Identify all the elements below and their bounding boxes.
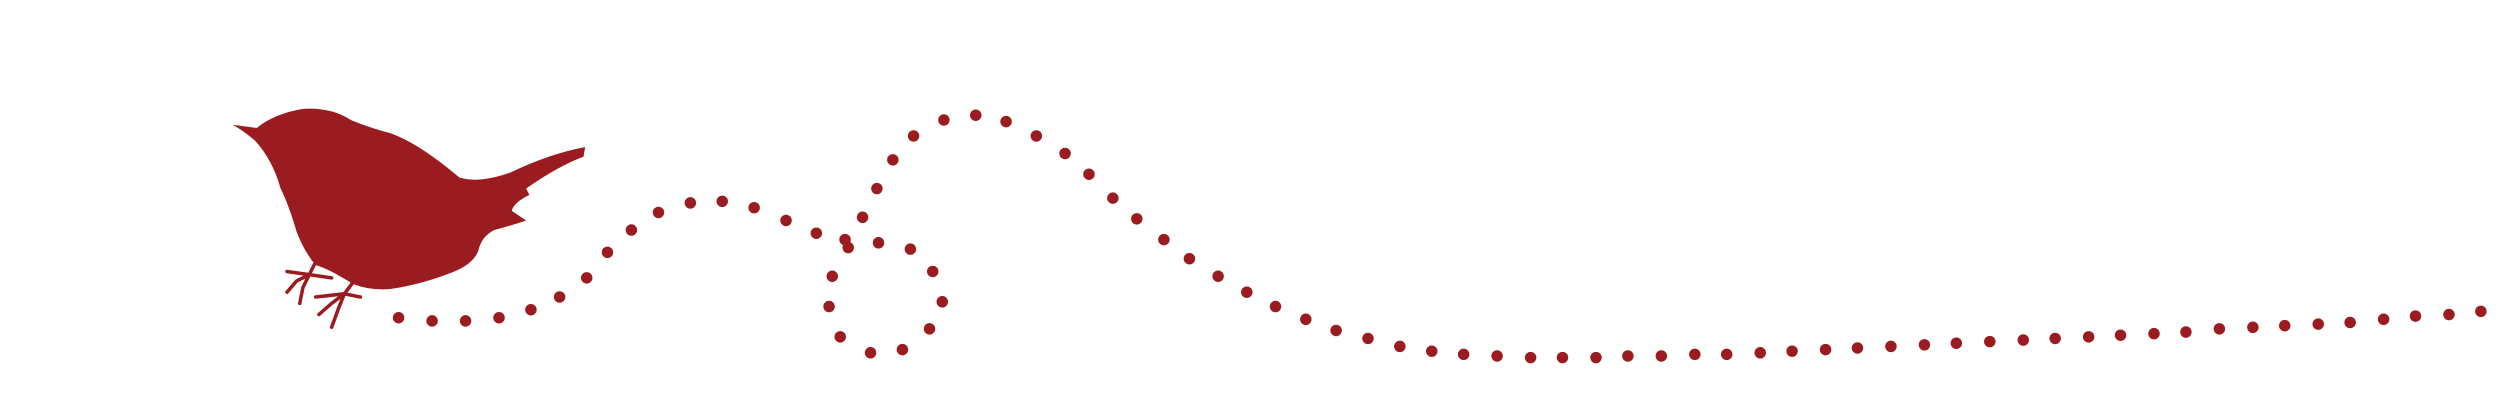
trail-dot	[904, 243, 917, 255]
trail-dot	[2017, 334, 2030, 346]
trail-dot	[938, 114, 950, 126]
trail-dot	[1107, 192, 1119, 204]
trail-dot	[1457, 348, 1470, 361]
trail-dot	[842, 241, 854, 254]
bird-leg	[285, 260, 334, 306]
trail-dot	[1330, 324, 1342, 337]
dotted-trail	[392, 109, 2487, 364]
trail-dot	[1426, 345, 1438, 357]
trail-dot	[2312, 318, 2324, 330]
trail-dot	[1183, 252, 1196, 265]
bird-silhouette	[232, 108, 586, 290]
trail-dot	[493, 311, 505, 324]
trail-dot	[970, 109, 982, 121]
trail-dot	[2180, 326, 2192, 338]
trail-dot	[1059, 147, 1071, 160]
trail-dot	[1918, 339, 1931, 351]
trail-dot	[459, 315, 472, 327]
trail-dot	[716, 195, 728, 208]
trail-dot	[601, 246, 614, 259]
trail-dot	[1556, 351, 1569, 364]
trail-dot	[1394, 340, 1406, 353]
bird-leg	[313, 279, 363, 330]
trail-dot	[1754, 347, 1766, 359]
trail-dot	[1131, 213, 1143, 225]
trail-dot	[2344, 316, 2356, 329]
trail-dot	[936, 296, 949, 308]
trail-dot	[652, 206, 665, 219]
trail-dot	[1362, 332, 1374, 345]
trail-dot	[1000, 115, 1012, 128]
trail-dot	[1786, 345, 1798, 357]
trail-dot	[1655, 350, 1668, 362]
trail-dot	[1819, 343, 1832, 356]
trail-dot	[2082, 331, 2095, 343]
trail-dot	[780, 214, 792, 227]
trail-dot	[2148, 327, 2160, 340]
trail-dot	[887, 154, 899, 166]
bird-legs	[285, 260, 363, 330]
bird	[232, 108, 586, 290]
trail-dot	[2279, 319, 2291, 332]
trail-dot	[896, 343, 909, 356]
trail-dot	[426, 315, 438, 327]
trail-dot	[871, 182, 883, 195]
trail-dot	[907, 130, 920, 142]
trail-dot	[2049, 332, 2061, 345]
trail-dot	[392, 311, 405, 324]
trail-dot	[2247, 321, 2259, 334]
trail-dot	[2377, 313, 2390, 326]
trail-dot	[1300, 313, 1312, 326]
trail-dot	[834, 331, 846, 343]
trail-dot	[1158, 233, 1170, 246]
trail-dot	[1622, 350, 1634, 362]
trail-dot	[823, 300, 835, 313]
trail-dot	[2409, 310, 2422, 322]
trail-dot	[1885, 340, 1897, 353]
trail-dot	[684, 197, 697, 209]
trail-dot	[872, 237, 885, 249]
trail-dot	[1950, 337, 1963, 349]
trail-dot	[1524, 351, 1537, 364]
trail-dot	[864, 347, 877, 359]
trail-dot	[856, 211, 869, 223]
trail-dot	[1083, 168, 1095, 180]
trail-dot	[553, 291, 566, 303]
trail-dot	[1491, 350, 1503, 362]
trail-dot	[1689, 348, 1701, 361]
trail-dot	[1030, 130, 1043, 142]
trail-dot	[1720, 348, 1733, 361]
trail-dot	[525, 303, 537, 316]
trail-dot	[2443, 308, 2455, 321]
trail-dot	[1851, 342, 1864, 354]
trail-dot	[1269, 300, 1282, 313]
trail-dot	[2213, 323, 2226, 335]
trail-dot	[1212, 270, 1224, 282]
trail-dot	[826, 270, 839, 282]
trail-dot	[580, 272, 593, 284]
trail-dot	[1984, 335, 1996, 348]
trail-dot	[1241, 286, 1253, 298]
trail-dot	[923, 323, 936, 335]
trail-dot	[2475, 305, 2487, 318]
trail-dot	[810, 227, 823, 239]
trail-dot	[625, 224, 638, 236]
trail-dot	[748, 201, 760, 214]
trail-dot	[2114, 329, 2127, 341]
trail-dot	[926, 265, 939, 278]
trail-dot	[1590, 351, 1602, 364]
